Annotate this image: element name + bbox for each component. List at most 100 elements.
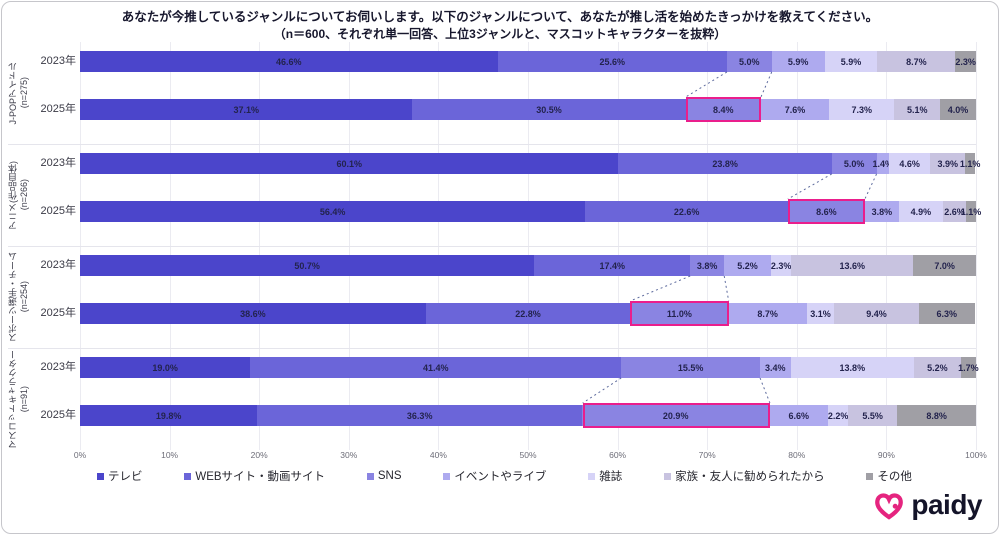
bar-segment: 19.0% <box>80 357 251 378</box>
segment-value-label: 6.6% <box>788 410 810 421</box>
bar-segment: 4.9% <box>898 201 943 222</box>
year-label: 2025年 <box>40 307 76 319</box>
bar-segment: 17.4% <box>534 255 691 276</box>
bar-segment: 36.3% <box>257 405 583 426</box>
legend-label: WEBサイト・動画サイト <box>195 471 326 483</box>
bar-row-2023: 46.6% 25.6% 5.0% 5.9% 5.9% 8.7% 2.3% <box>80 51 976 72</box>
segment-value-label: 17.4% <box>599 260 625 271</box>
segment-value-label: 3.8% <box>696 260 718 271</box>
segment-value-label: 4.6% <box>899 158 920 169</box>
sns-highlight-box <box>787 199 865 224</box>
segment-value-label: 6.3% <box>936 308 958 319</box>
bar-row-2023: 50.7% 17.4% 3.8% 5.2% 2.3% 13.6% 7.0% <box>80 255 976 276</box>
segment-value-label: 5.2% <box>737 260 758 271</box>
bar-segment: 2.6% <box>942 201 967 222</box>
x-axis-tick: 50% <box>519 450 537 460</box>
legend-swatch-icon <box>97 472 104 480</box>
bar-row-2025: 38.6% 22.8% 11.0% 8.7% 3.1% 9.4% 6.3% <box>80 303 976 324</box>
legend-label: テレビ <box>108 471 143 483</box>
segment-value-label: 13.6% <box>839 260 866 271</box>
bar-segment: 13.8% <box>790 357 915 378</box>
bar-segment: 6.3% <box>918 303 976 324</box>
group-separator <box>8 144 976 145</box>
bar-segment: 9.4% <box>834 303 919 324</box>
legend-label: SNS <box>377 470 402 482</box>
segment-value-label: 23.8% <box>712 158 738 169</box>
legend-item: その他 <box>866 468 912 484</box>
x-axis-tick: 80% <box>788 450 806 460</box>
category-label: マスコットキャラクター (n=91) <box>6 348 32 450</box>
segment-value-label: 2.3% <box>770 260 792 271</box>
bar-segment: 41.4% <box>250 357 622 378</box>
segment-value-label: 7.6% <box>784 104 806 115</box>
bar-segment: 37.1% <box>80 99 413 120</box>
x-axis-tick: 70% <box>698 450 716 460</box>
bar-segment: 46.6% <box>80 51 498 72</box>
x-axis-tick: 90% <box>877 450 895 460</box>
segment-value-label: 60.1% <box>336 158 362 169</box>
legend-swatch-icon <box>664 472 672 480</box>
bar-segment: 7.3% <box>829 99 895 120</box>
bar-segment: 5.1% <box>894 99 941 120</box>
legend-label: イベントやライブ <box>454 471 547 483</box>
bar-segment: 7.0% <box>913 255 976 276</box>
segment-value-label: 50.7% <box>294 260 320 271</box>
paidy-heart-icon <box>875 492 904 520</box>
segment-value-label: 7.0% <box>934 260 955 271</box>
legend-item: 雑誌 <box>588 468 622 484</box>
segment-value-label: 9.4% <box>866 308 887 319</box>
year-label: 2023年 <box>40 157 76 169</box>
bar-segment: 5.2% <box>914 357 961 378</box>
segment-value-label: 2.6% <box>944 206 965 217</box>
segment-value-label: 3.4% <box>765 362 786 373</box>
sns-highlight-box <box>685 97 761 122</box>
category-label: アニメ(作品自体) (n=266) <box>6 144 32 246</box>
segment-value-label: 36.3% <box>406 410 433 421</box>
segment-value-label: 8.7% <box>757 308 778 319</box>
year-label: 2025年 <box>40 205 76 217</box>
chart-title: あなたが今推しているジャンルについてお伺いします。以下のジャンルについて、あなた… <box>121 10 879 24</box>
bar-segment: 5.9% <box>824 51 878 72</box>
legend-swatch-icon <box>588 472 596 480</box>
category-sample-size: (n=254) <box>19 281 29 313</box>
bar-segment: 5.2% <box>724 255 771 276</box>
segment-value-label: 3.9% <box>937 158 958 169</box>
bar-segment: 1.1% <box>961 201 981 222</box>
legend-item: WEBサイト・動画サイト <box>184 468 325 484</box>
category-label: スポーツ選手・チーム (n=254) <box>6 246 32 348</box>
segment-value-label: 30.5% <box>536 104 562 115</box>
segment-value-label: 19.0% <box>152 362 178 373</box>
bar-segment: 5.0% <box>726 51 772 72</box>
segment-value-label: 5.2% <box>927 362 948 373</box>
segment-value-label: 4.9% <box>910 206 932 217</box>
segment-value-label: 5.1% <box>907 104 928 115</box>
bar-segment: 50.7% <box>80 255 535 276</box>
sns-highlight-box <box>630 301 729 326</box>
bar-segment: 2.3% <box>955 51 976 72</box>
chart-header: あなたが今推しているジャンルについてお伺いします。以下のジャンルについて、あなた… <box>2 8 998 44</box>
category-name: スポーツ選手・チーム <box>7 252 18 342</box>
legend-item: SNS <box>366 470 402 482</box>
bar-segment: 5.9% <box>771 51 825 72</box>
legend-item: 家族・友人に勧められたから <box>664 468 825 484</box>
bar-segment: 7.6% <box>760 99 830 120</box>
bar-segment: 25.6% <box>497 51 727 72</box>
bar-segment: 60.1% <box>80 153 619 174</box>
group-separator <box>8 246 976 247</box>
legend-label: 雑誌 <box>599 471 623 483</box>
segment-value-label: 41.4% <box>422 362 449 373</box>
category-sample-size: (n=91) <box>19 385 29 413</box>
segment-value-label: 38.6% <box>240 308 266 319</box>
segment-value-label: 19.8% <box>155 410 182 421</box>
x-axis-tick: 0% <box>73 450 87 460</box>
bar-segment: 3.4% <box>760 357 791 378</box>
segment-value-label: 2.3% <box>955 56 976 67</box>
segment-value-label: 5.9% <box>787 56 809 67</box>
category-name: J-POPアイドル <box>7 61 18 125</box>
segment-value-label: 1.7% <box>958 362 979 373</box>
year-label: 2025年 <box>40 103 76 115</box>
bar-segment: 22.8% <box>425 303 631 324</box>
bar-segment: 2.2% <box>828 405 848 426</box>
bar-segment: 5.0% <box>831 153 877 174</box>
